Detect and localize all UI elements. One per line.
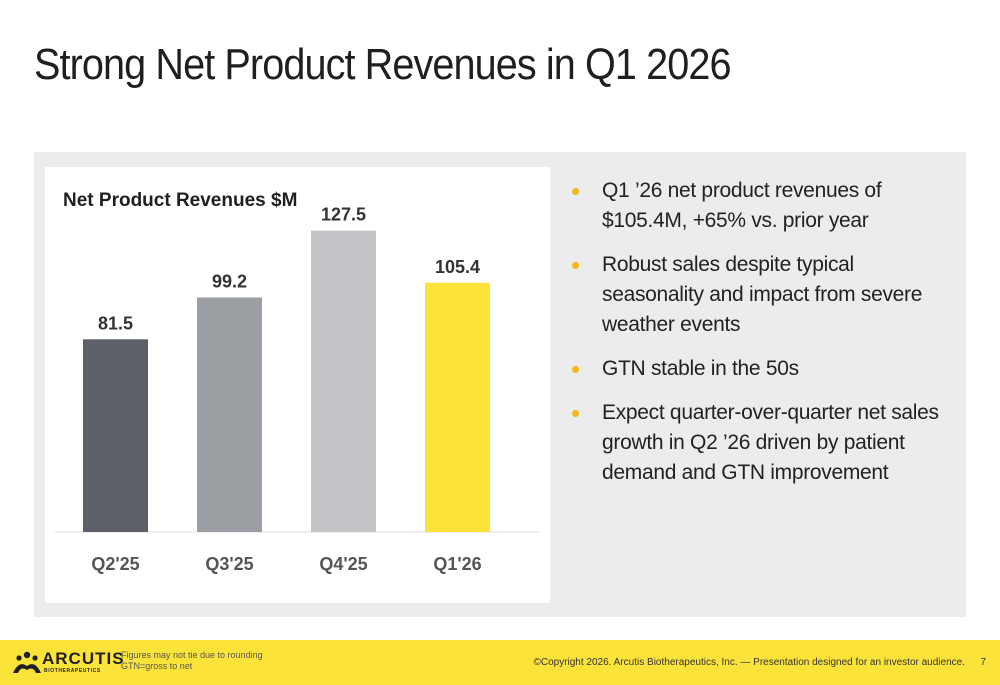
bullet-item: Q1 ’26 net product revenues of $105.4M, … — [572, 176, 942, 236]
bar — [311, 230, 376, 532]
bullet-item: GTN stable in the 50s — [572, 354, 942, 384]
page-number: 7 — [980, 657, 986, 668]
bullet-text: Robust sales despite typical seasonality… — [602, 253, 923, 336]
logo-subtext: BIOTHERAPEUTICS — [44, 668, 101, 674]
bullet-text: GTN stable in the 50s — [602, 357, 799, 380]
bullet-dot-icon — [572, 410, 579, 417]
copyright-text: ©Copyright 2026. Arcutis Biotherapeutics… — [533, 657, 965, 668]
category-tick-label: Q4'25 — [319, 554, 367, 574]
footer: ARCUTIS BIOTHERAPEUTICS Figures may not … — [0, 640, 1000, 685]
key-points-list: Q1 ’26 net product revenues of $105.4M, … — [572, 176, 942, 502]
bullet-item: Expect quarter-over-quarter net sales gr… — [572, 398, 942, 488]
bullet-dot-icon — [572, 366, 579, 373]
bar-value-label: 81.5 — [98, 313, 133, 333]
bullet-dot-icon — [572, 188, 579, 195]
footnotes: Figures may not tie due to rounding GTN=… — [121, 650, 263, 672]
bar-value-label: 105.4 — [435, 257, 480, 277]
bar — [83, 339, 148, 532]
category-tick-label: Q2'25 — [91, 554, 139, 574]
bar-value-label: 99.2 — [212, 271, 247, 291]
bullet-dot-icon — [572, 262, 579, 269]
bar — [197, 297, 262, 532]
bullet-item: Robust sales despite typical seasonality… — [572, 250, 942, 340]
bar — [425, 282, 490, 532]
footnote-rounding: Figures may not tie due to rounding — [121, 650, 263, 660]
people-logo-icon — [13, 651, 41, 673]
bullet-text: Q1 ’26 net product revenues of $105.4M, … — [602, 179, 882, 232]
slide-title: Strong Net Product Revenues in Q1 2026 — [34, 40, 732, 89]
footnote-gtn: GTN=gross to net — [121, 661, 193, 671]
chart-title: Net Product Revenues $M — [63, 190, 297, 211]
logo-wordmark: ARCUTIS — [42, 649, 125, 668]
category-tick-label: Q1'26 — [433, 554, 481, 574]
bar-value-label: 127.5 — [321, 205, 366, 225]
category-tick-label: Q3'25 — [205, 554, 253, 574]
revenue-bar-chart: Net Product Revenues $M 81.5 Q2'25 99.2 Q3'… — [55, 190, 540, 574]
bullet-text: Expect quarter-over-quarter net sales gr… — [602, 401, 939, 484]
arcutis-logo: ARCUTIS BIOTHERAPEUTICS — [12, 649, 124, 677]
revenue-chart-card: Net Product Revenues $M 81.5 Q2'25 99.2 Q3'… — [45, 167, 550, 603]
bars-group: 81.5 Q2'25 99.2 Q3'25 127.5 Q4'25 105.4 Q1'26 — [83, 205, 490, 574]
